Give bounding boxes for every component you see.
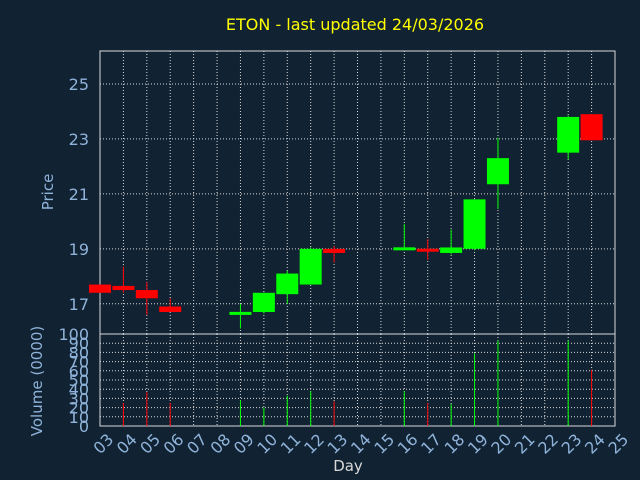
price-grid xyxy=(99,50,616,335)
candle-body xyxy=(229,311,252,315)
candle-body xyxy=(112,285,135,291)
volume-grid xyxy=(99,333,616,427)
volume-y-tick-label: 60 xyxy=(69,362,89,381)
x-tick-labels: 0304050607080910111213141516171819202122… xyxy=(89,430,632,458)
volume-y-tick-label: 90 xyxy=(69,334,89,353)
volume-y-tick-label: 100 xyxy=(58,325,89,344)
candle-body xyxy=(159,306,182,313)
volume-y-tick-label: 40 xyxy=(69,380,89,399)
candle-body xyxy=(463,199,486,249)
candle-body xyxy=(580,114,603,141)
candle-body xyxy=(299,248,322,285)
volume-y-tick-label: 50 xyxy=(69,371,89,390)
volume-y-tick-label: 30 xyxy=(69,389,89,408)
price-y-tick-label: 19 xyxy=(69,240,89,259)
candle-body xyxy=(89,284,111,293)
volume-y-tick-label: 70 xyxy=(69,353,89,372)
volume-y-tick-label: 80 xyxy=(69,343,89,362)
price-y-tick-label: 21 xyxy=(69,185,89,204)
volume-axis-label: Volume (0000) xyxy=(28,326,46,436)
x-axis-label: Day xyxy=(333,457,363,475)
price-y-tick-label: 23 xyxy=(69,130,89,149)
x-tick-label: 25 xyxy=(604,430,632,458)
chart-title: ETON - last updated 24/03/2026 xyxy=(226,15,484,34)
candle-body xyxy=(393,247,416,251)
price-y-tick-label: 17 xyxy=(69,295,89,314)
price-candles xyxy=(89,114,603,329)
candle-body xyxy=(276,273,299,295)
price-y-tick-labels: 17 19 21 23 25 xyxy=(69,75,89,314)
candle-body xyxy=(486,158,509,185)
price-axis-label: Price xyxy=(39,174,57,211)
volume-bars xyxy=(122,340,593,426)
volume-y-tick-label: 20 xyxy=(69,399,89,418)
candle-body xyxy=(323,248,346,253)
candle-body xyxy=(440,247,463,253)
volume-y-tick-label: 0 xyxy=(79,417,89,436)
candle-body xyxy=(252,292,275,313)
price-y-tick-label: 25 xyxy=(69,75,89,94)
candle-body xyxy=(557,116,580,153)
volume-y-tick-label: 10 xyxy=(69,408,89,427)
price-panel: 17 19 21 23 25 Price xyxy=(39,50,616,335)
candle-body xyxy=(416,248,439,252)
candle-body xyxy=(135,290,158,299)
